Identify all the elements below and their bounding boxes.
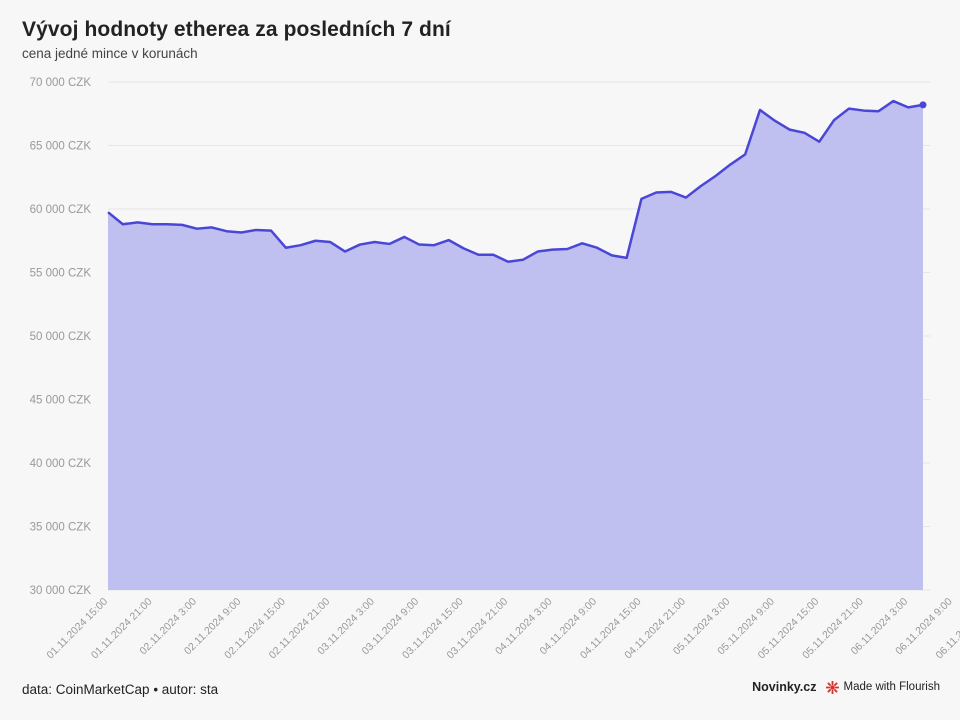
y-tick-label: 60 000 CZK bbox=[30, 204, 92, 216]
y-tick-label: 70 000 CZK bbox=[30, 77, 92, 89]
last-point-marker bbox=[919, 101, 927, 109]
y-tick-label: 50 000 CZK bbox=[30, 331, 92, 343]
flourish-icon bbox=[826, 680, 840, 694]
brand-logo[interactable]: Novinky.cz bbox=[752, 680, 817, 694]
made-with-flourish-label: Made with Flourish bbox=[843, 681, 940, 693]
price-line bbox=[107, 99, 924, 263]
y-axis-labels: 30 000 CZK 35 000 CZK 40 000 CZK 45 000 CZK… bbox=[30, 77, 92, 597]
flourish-credit[interactable]: Made with Flourish bbox=[826, 680, 940, 694]
chart-title: Vývoj hodnoty etherea za posledních 7 dn… bbox=[22, 18, 451, 41]
y-tick-label: 35 000 CZK bbox=[30, 522, 92, 534]
y-tick-label: 65 000 CZK bbox=[30, 141, 92, 153]
chart-subtitle: cena jedné mince v korunách bbox=[22, 46, 198, 61]
y-tick-label: 40 000 CZK bbox=[30, 458, 92, 470]
price-area bbox=[108, 101, 923, 591]
y-tick-label: 30 000 CZK bbox=[30, 585, 92, 597]
source-credit: data: CoinMarketCap • autor: sta bbox=[22, 682, 219, 697]
y-tick-label: 55 000 CZK bbox=[30, 268, 92, 280]
flourish-ray bbox=[834, 688, 838, 692]
flourish-ray bbox=[827, 682, 832, 686]
flourish-ray bbox=[827, 688, 832, 692]
footer-branding: Novinky.cz Made with Flourish bbox=[752, 680, 940, 694]
flourish-ray bbox=[834, 682, 838, 686]
y-tick-label: 45 000 CZK bbox=[30, 395, 92, 407]
